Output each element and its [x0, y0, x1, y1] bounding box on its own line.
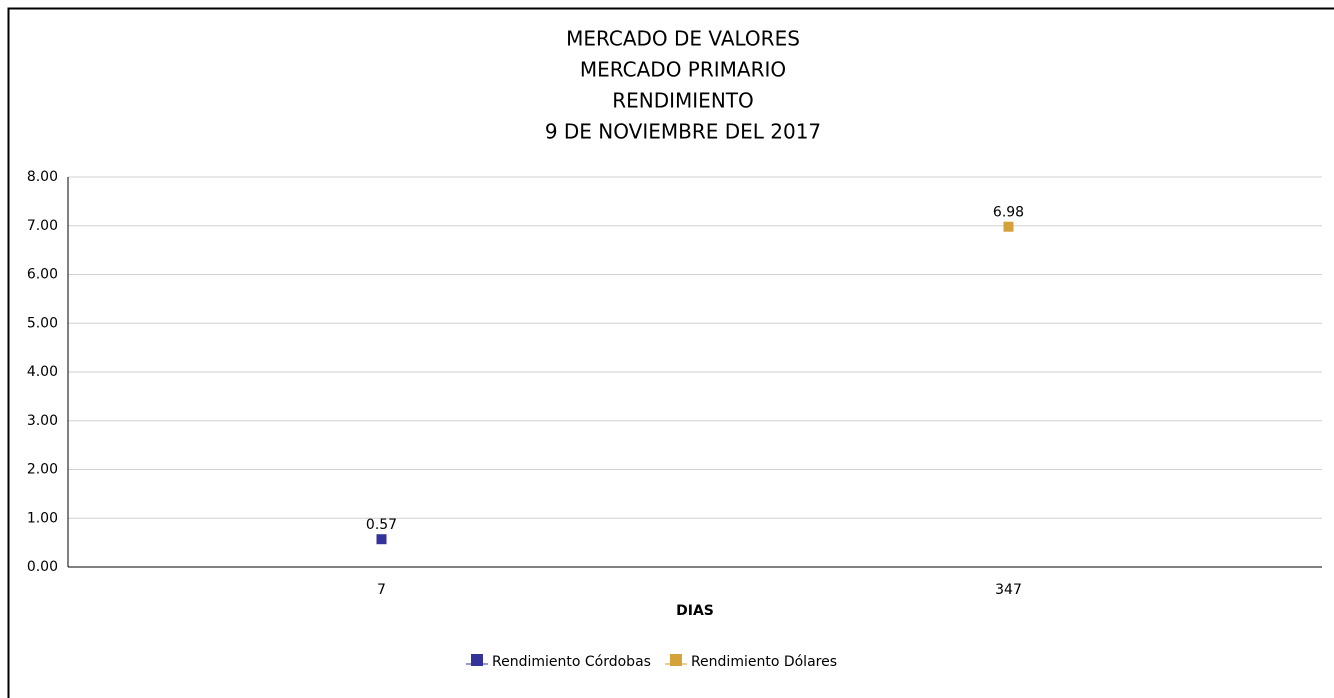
- chart-title: 9 DE NOVIEMBRE DEL 2017: [545, 120, 821, 144]
- x-tick-label: 7: [377, 582, 386, 598]
- x-axis-label: DIAS: [676, 603, 714, 619]
- frame: [7, 7, 1334, 698]
- y-tick-label: 6.00: [27, 267, 58, 283]
- y-tick-label: 2.00: [27, 462, 58, 478]
- y-tick-label: 4.00: [27, 364, 58, 380]
- y-tick-label: 0.00: [27, 559, 58, 575]
- marker: [1003, 221, 1014, 232]
- x-tick-label: 347: [995, 582, 1022, 598]
- legend-label: Rendimiento Dólares: [691, 654, 837, 670]
- legend-marker: [471, 654, 483, 666]
- y-tick-label: 3.00: [27, 413, 58, 429]
- chart-title: MERCADO DE VALORES: [566, 27, 800, 51]
- data-label: 0.57: [366, 517, 397, 533]
- chart-title: RENDIMIENTO: [612, 89, 754, 113]
- legend-marker: [669, 654, 682, 666]
- y-tick-label: 8.00: [27, 169, 58, 185]
- y-tick-label: 7.00: [27, 218, 58, 234]
- marker: [376, 534, 387, 545]
- y-tick-label: 5.00: [27, 315, 58, 331]
- y-tick-label: 1.00: [27, 510, 58, 526]
- data-label: 6.98: [993, 205, 1024, 221]
- chart-title: MERCADO PRIMARIO: [580, 58, 786, 82]
- legend-label: Rendimiento Córdobas: [492, 654, 651, 670]
